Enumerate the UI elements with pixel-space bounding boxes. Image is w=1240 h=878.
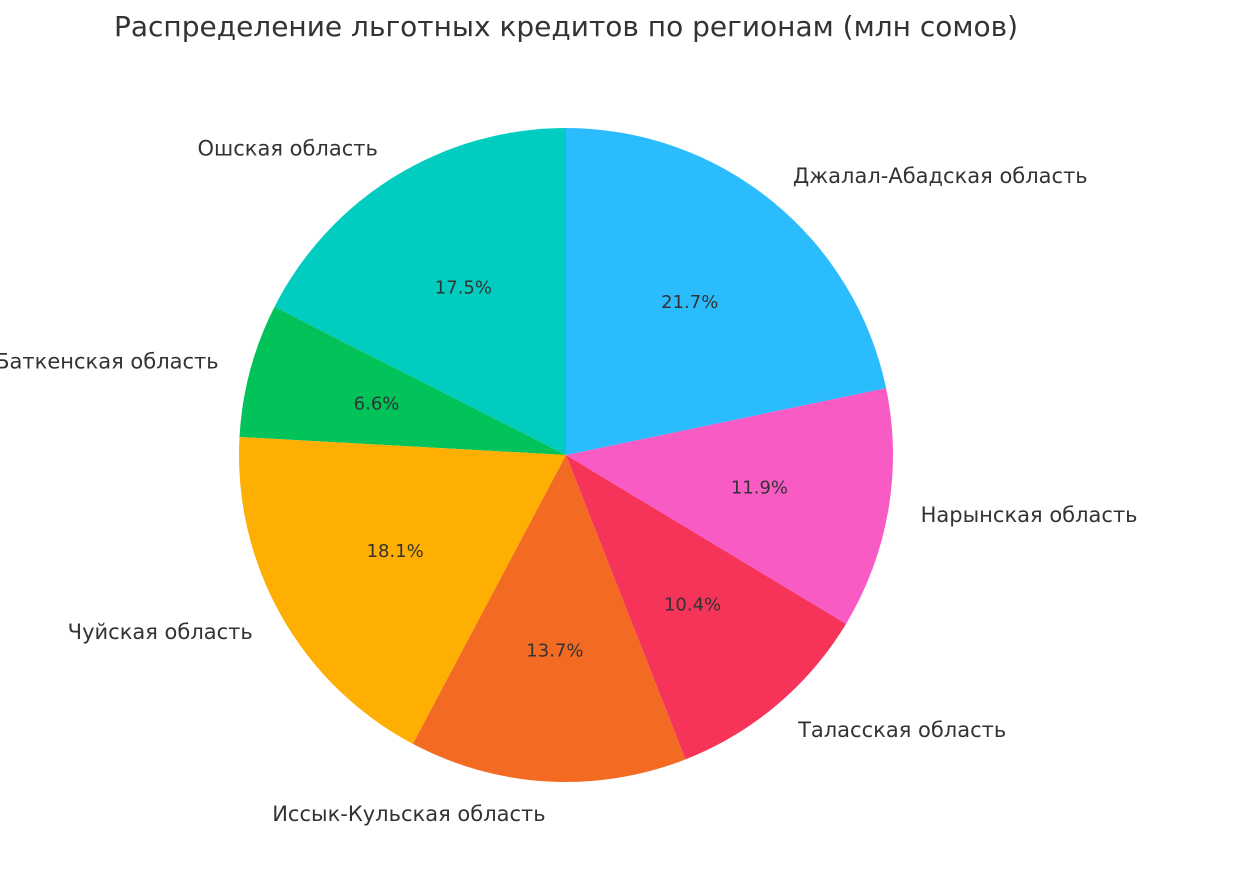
slice-label-5: Нарынская область	[921, 503, 1138, 527]
slice-label-2: Чуйская область	[68, 620, 253, 644]
pie-slice-5	[566, 388, 893, 624]
slice-label-1: Баткенская область	[0, 350, 219, 374]
pie-slice-2	[239, 437, 566, 744]
percent-label-0: 17.5%	[435, 277, 492, 298]
percent-label-6: 21.7%	[661, 292, 718, 313]
percent-label-4: 10.4%	[664, 594, 721, 615]
pie-slice-6	[566, 128, 887, 455]
slice-label-0: Ошская область	[197, 136, 377, 160]
pie-slices	[239, 128, 893, 783]
chart-title: Распределение льготных кредитов по регио…	[114, 10, 1018, 43]
pie-slice-3	[412, 455, 686, 783]
percent-labels: 17.5% 6.6% 18.1% 13.7% 10.4% 11.9% 21.7%	[354, 277, 788, 661]
pie-slice-0	[274, 128, 566, 455]
slice-label-6: Джалал-Абадская область	[793, 164, 1088, 188]
pie-slice-4	[566, 455, 847, 760]
percent-label-2: 18.1%	[367, 541, 424, 562]
percent-label-1: 6.6%	[354, 394, 400, 415]
slice-label-4: Таласская область	[797, 718, 1006, 742]
slice-labels: Ошская область Баткенская область Чуйская …	[0, 136, 1138, 826]
pie-slice-1	[239, 306, 566, 455]
percent-label-3: 13.7%	[526, 640, 583, 661]
slice-label-3: Иссык-Кульская область	[272, 802, 545, 826]
percent-label-5: 11.9%	[731, 477, 788, 498]
